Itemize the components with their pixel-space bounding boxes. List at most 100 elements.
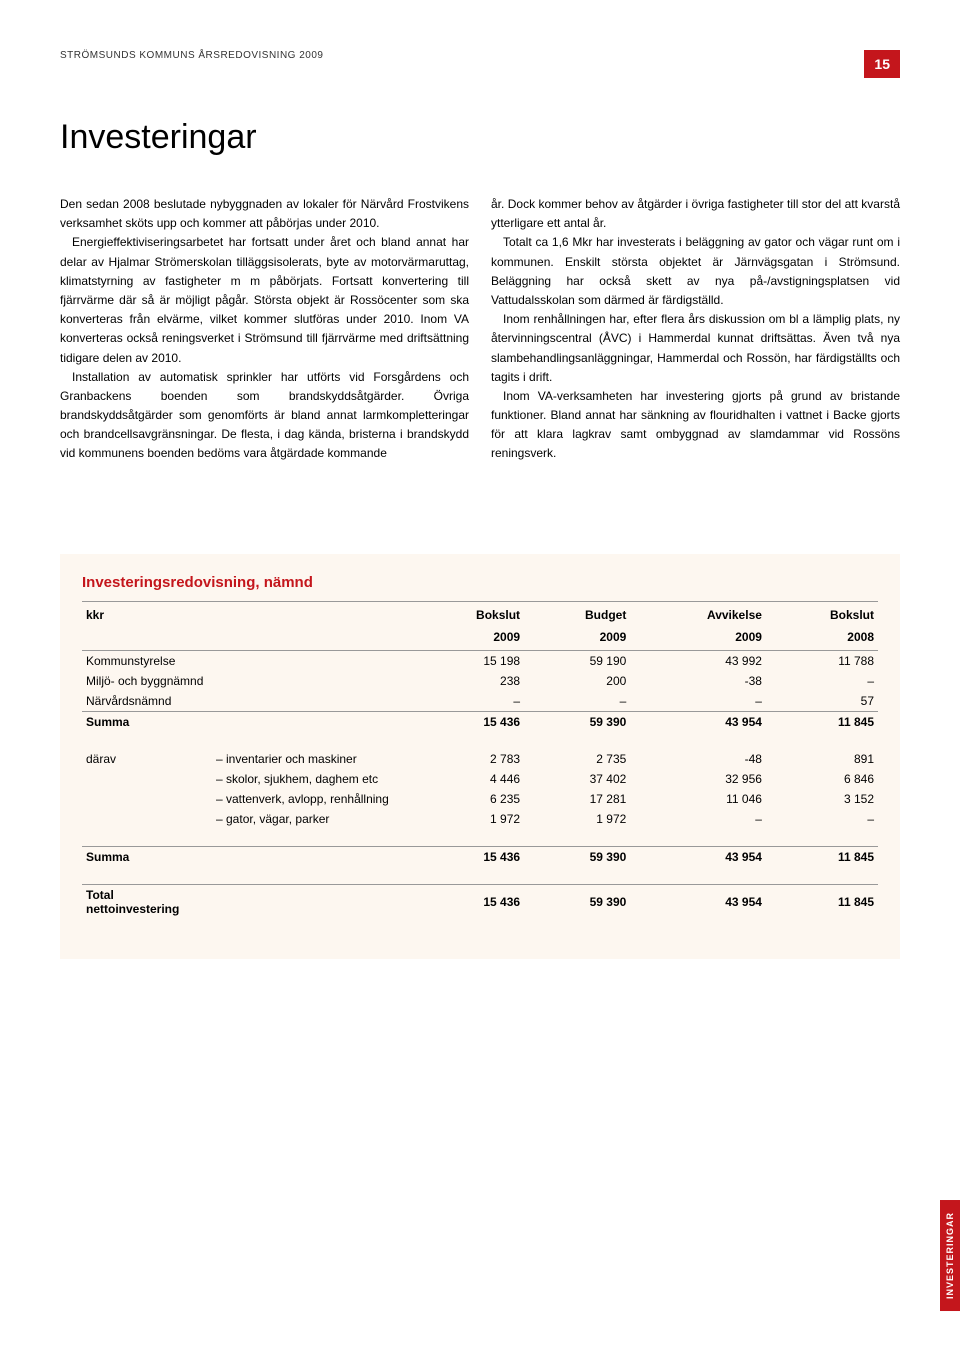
body-columns: Den sedan 2008 beslutade nybyggnaden av …	[60, 195, 900, 464]
table-row: – gator, vägar, parker1 9721 972––	[82, 809, 878, 829]
table-cell	[82, 789, 212, 809]
table-cell: 11 788	[766, 650, 878, 671]
left-column: Den sedan 2008 beslutade nybyggnaden av …	[60, 195, 469, 464]
table-cell: 11 845	[766, 846, 878, 867]
table-row: Miljö- och byggnämnd 238200-38–	[82, 671, 878, 691]
right-column: år. Dock kommer behov av åtgärder i övri…	[491, 195, 900, 464]
table-cell: –	[630, 809, 766, 829]
table-cell: 15 436	[412, 711, 524, 732]
table-cell: –	[766, 809, 878, 829]
table-cell: 57	[766, 691, 878, 712]
table-cell: 59 390	[524, 846, 630, 867]
table-row: – vattenverk, avlopp, renhållning6 23517…	[82, 789, 878, 809]
table-cell: Total nettoinvestering	[82, 884, 212, 919]
table-header-cell: Bokslut	[766, 601, 878, 624]
table-header-cell	[82, 624, 212, 651]
table-cell: 2 735	[524, 749, 630, 769]
table-cell	[212, 711, 412, 732]
table-cell: –	[766, 671, 878, 691]
page-header: STRÖMSUNDS KOMMUNS ÅRSREDOVISNING 2009 1…	[60, 50, 900, 78]
table-cell: 43 954	[630, 711, 766, 732]
table-row: Närvårdsnämnd–––57	[82, 691, 878, 712]
table-cell: 15 436	[412, 884, 524, 919]
body-paragraph: år. Dock kommer behov av åtgärder i övri…	[491, 195, 900, 233]
body-paragraph: Den sedan 2008 beslutade nybyggnaden av …	[60, 195, 469, 233]
body-paragraph: Inom VA-verksamheten har investering gjo…	[491, 387, 900, 464]
table-header-cell: Budget	[524, 601, 630, 624]
table-cell: Summa	[82, 711, 212, 732]
body-paragraph: Energieffektiviseringsarbetet har fortsa…	[60, 233, 469, 367]
table-cell: 59 390	[524, 884, 630, 919]
table-header-cell: 2008	[766, 624, 878, 651]
table-cell: –	[412, 691, 524, 712]
table-cell: 43 954	[630, 884, 766, 919]
table-cell: -38	[630, 671, 766, 691]
table-title: Investeringsredovisning, nämnd	[82, 574, 878, 591]
table-row: Summa 15 43659 39043 95411 845	[82, 711, 878, 732]
table-cell: 43 992	[630, 650, 766, 671]
table-header-cell: Avvikelse	[630, 601, 766, 624]
table-cell: 3 152	[766, 789, 878, 809]
table-cell: 15 436	[412, 846, 524, 867]
table-cell: 6 235	[412, 789, 524, 809]
side-tab: INVESTERINGAR	[940, 1200, 960, 1311]
table-cell	[212, 650, 412, 671]
table-cell: Närvårdsnämnd	[82, 691, 212, 712]
body-paragraph: Inom renhållningen har, efter flera års …	[491, 310, 900, 387]
table-header-row-2: 2009200920092008	[82, 624, 878, 651]
table-cell	[82, 809, 212, 829]
table-row: därav– inventarier och maskiner2 7832 73…	[82, 749, 878, 769]
table-header-cell: 2009	[524, 624, 630, 651]
table-cell: 59 390	[524, 711, 630, 732]
table-header-cell: Bokslut	[412, 601, 524, 624]
table-cell	[212, 671, 412, 691]
table-cell: -48	[630, 749, 766, 769]
table-cell: 17 281	[524, 789, 630, 809]
table-cell: 59 190	[524, 650, 630, 671]
header-text: STRÖMSUNDS KOMMUNS ÅRSREDOVISNING 2009	[60, 50, 324, 61]
page-title: Investeringar	[60, 118, 900, 157]
table-cell: – vattenverk, avlopp, renhållning	[212, 789, 412, 809]
table-cell: – inventarier och maskiner	[212, 749, 412, 769]
page-number: 15	[864, 50, 900, 78]
table-cell: 238	[412, 671, 524, 691]
table-cell	[212, 691, 412, 712]
table-cell: Miljö- och byggnämnd	[82, 671, 212, 691]
table-cell: 11 845	[766, 711, 878, 732]
table-header-cell: 2009	[630, 624, 766, 651]
table-header-cell: kkr	[82, 601, 212, 624]
table-cell: –	[524, 691, 630, 712]
table-cell: – skolor, sjukhem, daghem etc	[212, 769, 412, 789]
table-cell: 891	[766, 749, 878, 769]
body-paragraph: Installation av automatisk sprinkler har…	[60, 368, 469, 464]
table-cell: därav	[82, 749, 212, 769]
table-row: – skolor, sjukhem, daghem etc4 44637 402…	[82, 769, 878, 789]
table-cell: Summa	[82, 846, 212, 867]
body-paragraph: Totalt ca 1,6 Mkr har investerats i belä…	[491, 233, 900, 310]
table-cell: 15 198	[412, 650, 524, 671]
table-cell: 43 954	[630, 846, 766, 867]
table-cell: Kommunstyrelse	[82, 650, 212, 671]
table-row: Summa 15 43659 39043 95411 845	[82, 846, 878, 867]
table-row: Kommunstyrelse 15 19859 19043 99211 788	[82, 650, 878, 671]
table-cell: 1 972	[524, 809, 630, 829]
table-row: Total nettoinvestering 15 43659 39043 954…	[82, 884, 878, 919]
table-cell: 11 845	[766, 884, 878, 919]
table-cell: 200	[524, 671, 630, 691]
table-header-cell: 2009	[412, 624, 524, 651]
table-section: Investeringsredovisning, nämnd kkr Bokslu…	[60, 554, 900, 959]
table-cell: 32 956	[630, 769, 766, 789]
table-cell: 11 046	[630, 789, 766, 809]
table-cell	[82, 769, 212, 789]
table-cell	[212, 884, 412, 919]
table-cell: –	[630, 691, 766, 712]
table-cell: 2 783	[412, 749, 524, 769]
table-body: Kommunstyrelse15 19859 19043 99211 788Mi…	[82, 650, 878, 919]
table-cell: 37 402	[524, 769, 630, 789]
table-cell: 6 846	[766, 769, 878, 789]
table-header-row-1: kkrBokslutBudgetAvvikelseBokslut	[82, 601, 878, 624]
investeringsredovisning-table: kkrBokslutBudgetAvvikelseBokslut 2009200…	[82, 601, 878, 919]
table-cell	[212, 846, 412, 867]
table-cell: 4 446	[412, 769, 524, 789]
table-cell: – gator, vägar, parker	[212, 809, 412, 829]
